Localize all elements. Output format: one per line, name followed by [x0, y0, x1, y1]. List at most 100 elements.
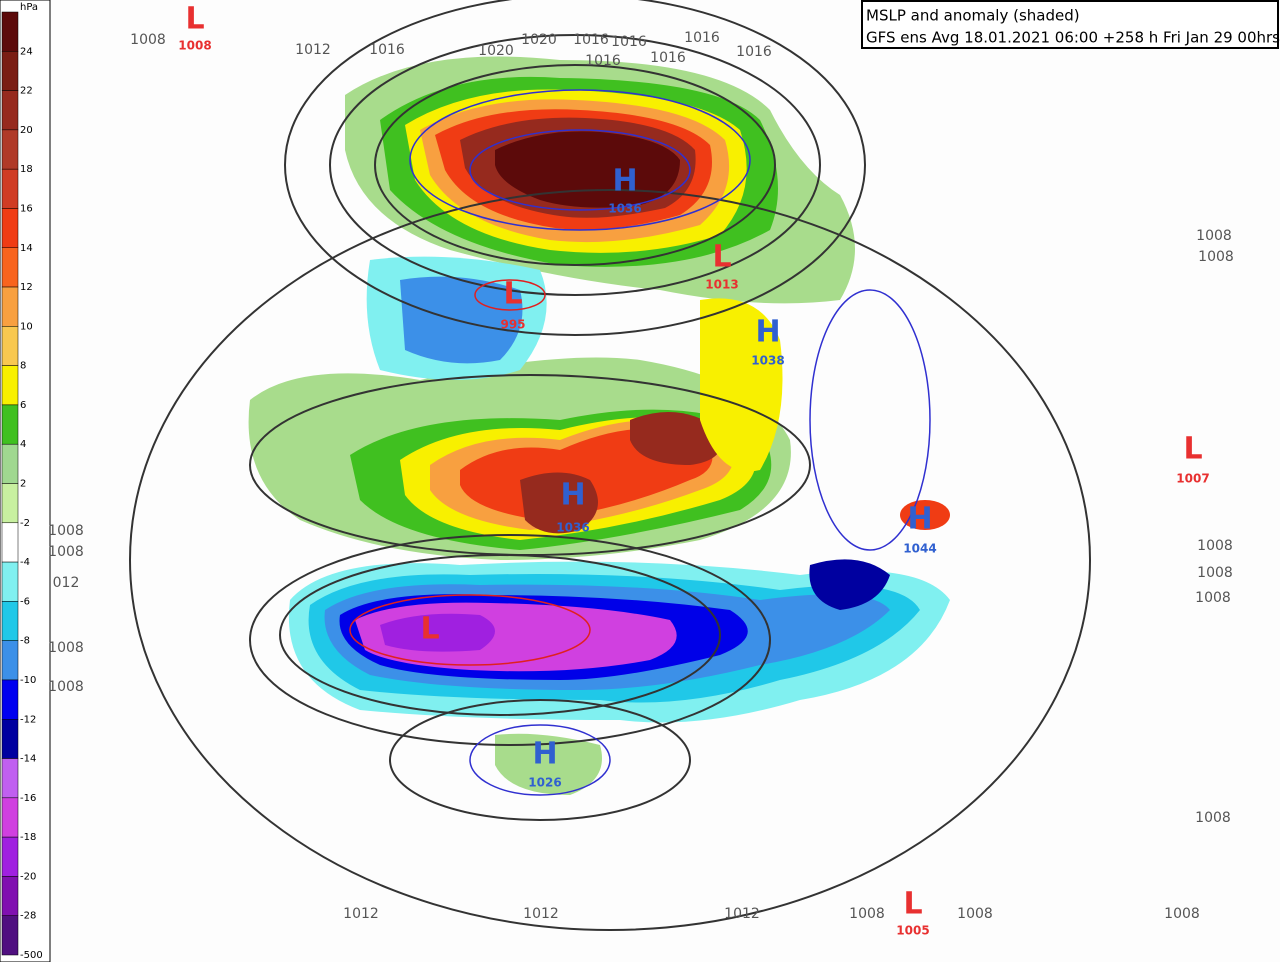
isobar-label: 1012 — [295, 42, 331, 58]
isobar-label: 1016 — [369, 42, 405, 58]
system-value: 1036 — [608, 202, 641, 216]
isobar-label: 1008 — [1198, 249, 1234, 265]
colorbar-label: 2 — [20, 479, 26, 490]
system-value: 1005 — [896, 924, 929, 938]
isobar-label: 1008 — [1197, 565, 1233, 581]
system-letter: H — [907, 502, 932, 537]
colorbar-label: 4 — [20, 439, 26, 450]
system-letter: L — [712, 240, 731, 275]
isobar-label: 1016 — [650, 50, 686, 66]
colorbar-swatch — [1, 522, 19, 563]
colorbar-label: 24 — [20, 46, 33, 57]
colorbar-swatch — [1, 797, 19, 838]
system-value: 1007 — [1176, 472, 1209, 486]
colorbar-label: 8 — [20, 361, 26, 372]
colorbar-label: 20 — [20, 125, 33, 136]
colorbar-label: -28 — [20, 911, 36, 922]
colorbar-swatch — [1, 679, 19, 720]
title-line-1: MSLP and anomaly (shaded) — [866, 7, 1080, 25]
isobar-label: 1008 — [1195, 590, 1231, 606]
system-value: 1008 — [178, 39, 211, 53]
isobar-label: 1016 — [585, 53, 621, 69]
isobar-label: 1008 — [849, 906, 885, 922]
isobar-label: 1008 — [1197, 538, 1233, 554]
colorbar-swatch — [1, 247, 19, 288]
colorbar-swatch — [1, 168, 19, 209]
isobar-label: 1016 — [736, 44, 772, 60]
isobar-label: 1016 — [573, 32, 609, 48]
colorbar-swatch — [1, 758, 19, 799]
system-letter: H — [532, 737, 557, 772]
colorbar-label: -12 — [20, 714, 36, 725]
system-letter: H — [612, 164, 637, 199]
colorbar-swatch — [1, 483, 19, 524]
isobar-label: 1008 — [1195, 810, 1231, 826]
title-box: MSLP and anomaly (shaded) GFS ens Avg 18… — [861, 0, 1280, 49]
title-frame — [861, 0, 1279, 49]
isobar-label: 1012 — [724, 906, 760, 922]
isobar-label: 1012 — [523, 906, 559, 922]
isobar-label: 1008 — [48, 679, 84, 695]
isobar-label: 1008 — [130, 32, 166, 48]
colorbar-label: -14 — [20, 754, 36, 765]
colorbar-swatch — [1, 640, 19, 681]
anomaly-shading — [248, 56, 950, 795]
colorbar-swatch — [1, 326, 19, 366]
colorbar-label: -4 — [20, 557, 30, 568]
colorbar-swatch — [1, 90, 19, 131]
colorbar-label: 6 — [20, 400, 26, 411]
colorbar-label: 10 — [20, 321, 33, 332]
colorbar-swatch — [1, 208, 19, 248]
colorbar-swatch — [1, 404, 19, 445]
neg-contours — [349, 279, 591, 666]
colorbar-swatch — [1, 443, 19, 484]
system-letter: H — [560, 478, 585, 513]
isobars — [129, 0, 1091, 931]
colorbar-label: 14 — [20, 243, 33, 254]
colorbar-label: -18 — [20, 832, 36, 843]
system-letter: L — [503, 277, 522, 312]
title-line-2: GFS ens Avg 18.01.2021 06:00 +258 h Fri … — [866, 29, 1280, 47]
colorbar-label: -6 — [20, 596, 30, 607]
system-value: 1036 — [556, 521, 589, 535]
colorbar-label: -8 — [20, 636, 30, 647]
system-value: 995 — [500, 318, 525, 332]
colorbar-label: -10 — [20, 675, 36, 686]
isobar-label: 1008 — [1164, 906, 1200, 922]
system-letter: L — [420, 612, 439, 647]
colorbar-label: -20 — [20, 871, 36, 882]
colorbar-label: -500 — [20, 950, 43, 961]
system-value: 1026 — [528, 776, 561, 790]
isobar-label: 1008 — [48, 523, 84, 539]
isobar-label: 012 — [53, 575, 80, 591]
anomaly-contours — [409, 89, 931, 796]
system-letter: L — [1183, 432, 1202, 467]
colorbar-swatch — [1, 876, 19, 916]
isobar-label: 1008 — [1196, 228, 1232, 244]
system-value: 1013 — [705, 278, 738, 292]
isobar-label: 1008 — [48, 640, 84, 656]
colorbar-unit: hPa — [20, 2, 38, 13]
colorbar-swatch — [1, 561, 19, 602]
isobar-label: 1016 — [611, 34, 647, 50]
colorbar-swatch — [1, 915, 19, 956]
colorbar-swatch — [1, 11, 19, 52]
isobar-label: 1012 — [343, 906, 379, 922]
system-letter: L — [185, 2, 204, 37]
colorbar-swatch — [1, 836, 19, 877]
colorbar-label: 16 — [20, 203, 33, 214]
system-value: 1044 — [903, 542, 936, 556]
colorbar-label: 22 — [20, 86, 33, 97]
labels: L 1008 H 1036 L 1013 L 995 H 1038 H 1036 L 1007 H 1044 L… — [48, 2, 1234, 938]
system-value: 1038 — [751, 354, 784, 368]
isobar-label: 1016 — [684, 30, 720, 46]
colorbar-swatch — [1, 601, 19, 641]
isobar-label: 1008 — [48, 544, 84, 560]
colorbar-label: 12 — [20, 282, 33, 293]
isobar-label: 1020 — [521, 32, 557, 48]
colorbar-label: -16 — [20, 793, 36, 804]
isobar-label: 1020 — [478, 43, 514, 59]
colorbar-label: 18 — [20, 164, 33, 175]
